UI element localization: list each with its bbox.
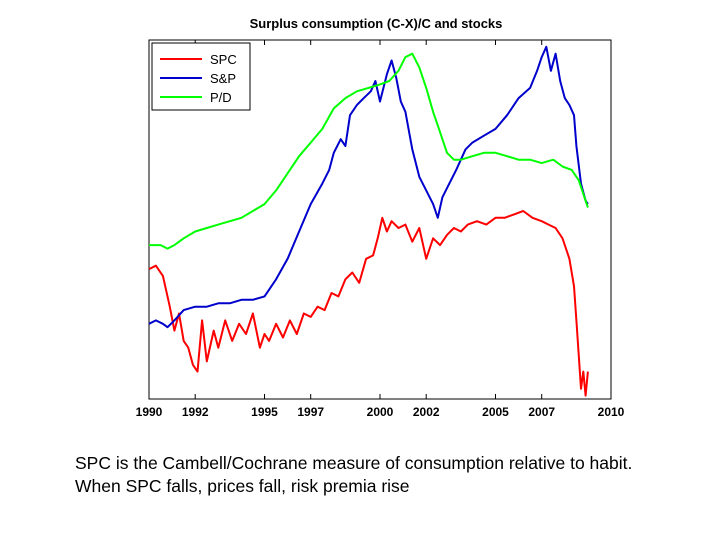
- legend-box: [151, 42, 251, 111]
- x-tick-label: 1990: [136, 405, 163, 419]
- legend: SPC S&P P/D: [151, 42, 251, 111]
- legend-label-sp: S&P: [210, 71, 236, 86]
- x-tick-label: 2007: [528, 405, 555, 419]
- series-line-spc: [148, 210, 589, 397]
- x-axis: 1990 1992 1995 1997 2000 2002 2005 2007 2010: [136, 40, 625, 419]
- caption-line-2: When SPC falls, prices fall, risk premia…: [75, 476, 410, 496]
- series-line-sp: [148, 45, 589, 329]
- x-tick-label: 1992: [182, 405, 209, 419]
- x-tick-label: 2002: [413, 405, 440, 419]
- caption-line-1: SPC is the Cambell/Cochrane measure of c…: [75, 453, 633, 473]
- legend-label-pd: P/D: [210, 90, 232, 105]
- x-tick-label: 2005: [482, 405, 509, 419]
- chart-title: Surplus consumption (C-X)/C and stocks: [250, 16, 503, 31]
- x-tick-label: 2010: [598, 405, 625, 419]
- series-layer: [148, 45, 589, 397]
- x-tick-label: 1995: [251, 405, 278, 419]
- legend-label-spc: SPC: [210, 52, 237, 67]
- x-tick-label: 2000: [367, 405, 394, 419]
- series-line-pd: [149, 52, 589, 250]
- caption: SPC is the Cambell/Cochrane measure of c…: [75, 452, 715, 498]
- x-tick-label: 1997: [297, 405, 324, 419]
